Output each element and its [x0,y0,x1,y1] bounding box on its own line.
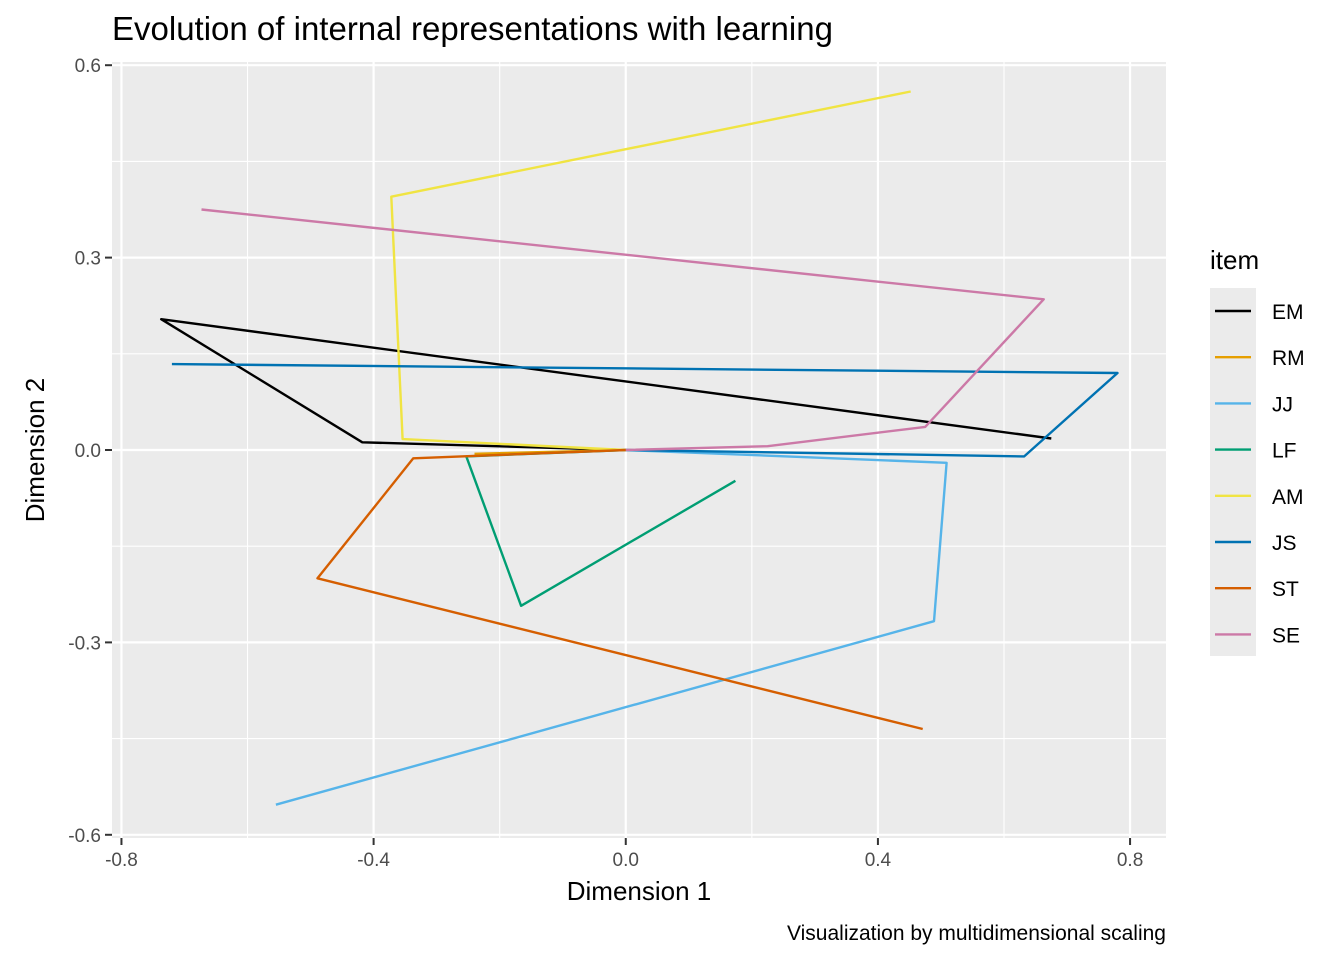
legend-label-se: SE [1272,624,1300,647]
legend-label-js: JS [1272,532,1297,555]
legend-label-jj: JJ [1272,393,1293,416]
y-tick-label: 0.3 [75,249,101,270]
x-axis: -0.8 -0.4 0.0 0.4 0.8 [105,838,1143,871]
legend-label-em: EM [1272,301,1304,324]
x-axis-title: Dimension 1 [567,876,712,906]
series-line-st [316,448,923,731]
series-line-am [390,90,911,452]
series-line-jj [275,448,948,806]
legend-label-am: AM [1272,486,1304,509]
legend-label-rm: RM [1272,347,1305,370]
legend-label-lf: LF [1272,440,1297,463]
y-tick-label: -0.3 [68,633,101,654]
series-line-se [201,208,1045,452]
chart-title: Evolution of internal representations wi… [112,10,833,47]
legend-title: item [1210,245,1259,275]
x-tick-label: 0.0 [613,850,639,871]
y-tick-label: -0.6 [68,826,101,847]
y-tick-label: 0.6 [75,56,101,77]
series-lines [159,90,1119,806]
series-line-em [159,318,1052,452]
y-axis-title: Dimension 2 [20,378,50,523]
legend-label-st: ST [1272,578,1299,601]
series-line-js [171,362,1119,458]
legend: EM RM JJ LF AM JS ST SE [1215,301,1305,647]
x-tick-label: 0.8 [1117,850,1143,871]
x-tick-label: -0.4 [357,850,390,871]
y-tick-label: 0.0 [75,441,101,462]
y-axis: -0.6 -0.3 0.0 0.3 0.6 [68,56,112,847]
legend-key-background [1210,288,1256,656]
chart-caption: Visualization by multidimensional scalin… [787,922,1166,945]
x-tick-label: -0.8 [105,850,138,871]
x-tick-label: 0.4 [865,850,892,871]
